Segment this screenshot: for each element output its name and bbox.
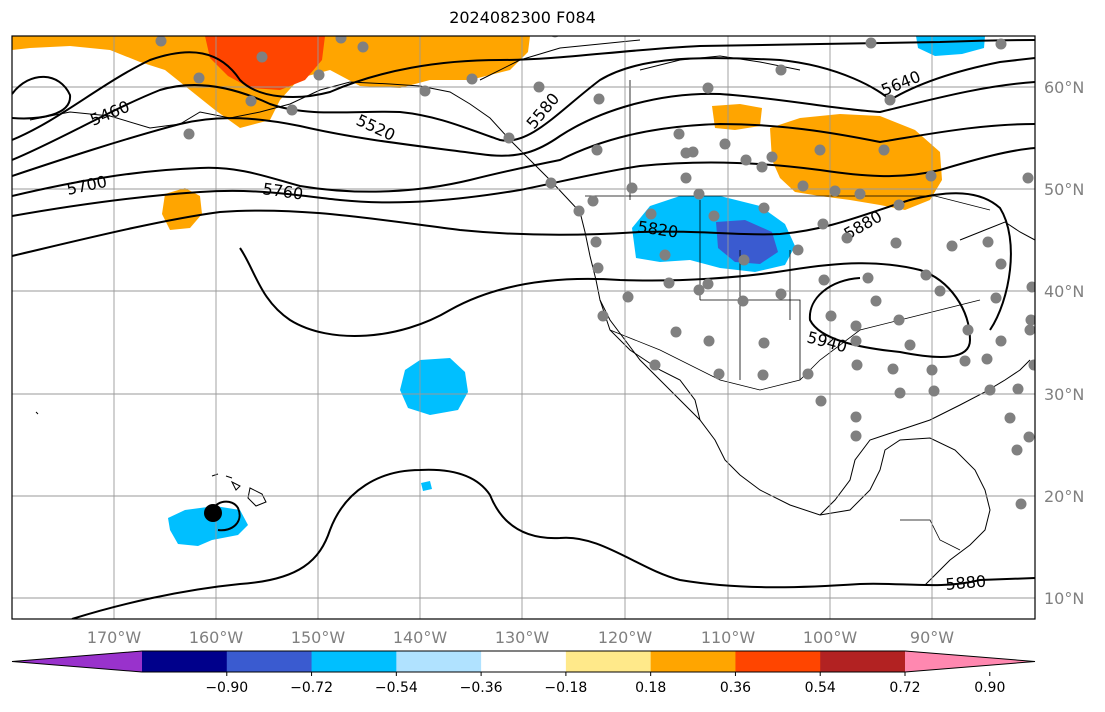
- colorbar-tick-label: 0.36: [720, 680, 751, 696]
- negative-anomaly-shading: [168, 36, 985, 546]
- colorbar-segment: [396, 651, 482, 672]
- contour-label-5880-south: 5880: [945, 572, 987, 594]
- colorbar-segment: [565, 651, 652, 672]
- lon-label: 150°W: [291, 628, 346, 647]
- colorbar-segment: [735, 651, 821, 672]
- colorbar-segment: [481, 651, 567, 672]
- colorbar-segment: [142, 651, 228, 672]
- lon-label: 160°W: [189, 628, 244, 647]
- lat-label: 10°N: [1044, 589, 1084, 608]
- height-contours: [12, 39, 1035, 619]
- map-border: [11, 35, 1036, 620]
- lat-label: 20°N: [1044, 487, 1084, 506]
- lon-label: 100°W: [803, 628, 858, 647]
- colorbar: −0.90 −0.72 −0.54 −0.36 −0.18 0.18 0.36 0.54 0.7…: [11, 650, 1036, 696]
- station-dots: [155, 36, 1035, 510]
- colorbar-tick-label: −0.18: [544, 680, 587, 696]
- hurricane-center-marker: [204, 504, 222, 522]
- coastlines: [29, 39, 1035, 586]
- colorbar-segment: [820, 651, 906, 672]
- lon-label: 140°W: [393, 628, 448, 647]
- lat-label: 30°N: [1044, 385, 1084, 404]
- latitude-axis: 60°N 50°N 40°N 30°N 20°N 10°N: [1044, 78, 1084, 608]
- colorbar-tick-label: 0.72: [889, 680, 920, 696]
- colorbar-extend-low: [12, 651, 142, 672]
- lat-label: 40°N: [1044, 282, 1084, 301]
- lon-label: 110°W: [701, 628, 756, 647]
- colorbar-segment: [650, 651, 736, 672]
- lon-label: 90°W: [910, 628, 954, 647]
- colorbar-tick-label: −0.36: [460, 680, 503, 696]
- map-title: 2024082300 F084: [449, 8, 596, 27]
- lat-label: 60°N: [1044, 78, 1084, 97]
- lon-label: 120°W: [598, 628, 653, 647]
- lon-label: 170°W: [87, 628, 142, 647]
- lat-label: 50°N: [1044, 180, 1084, 199]
- colorbar-tick-label: 0.54: [805, 680, 836, 696]
- colorbar-tick-label: 0.90: [974, 680, 1005, 696]
- colorbar-extend-high: [905, 651, 1035, 672]
- map-content: 5460 5520 5580 5640 5700 5760 5820 5880 …: [12, 36, 1035, 619]
- colorbar-tick-label: −0.54: [375, 680, 418, 696]
- longitude-axis: 170°W 160°W 150°W 140°W 130°W 120°W 110°…: [87, 628, 954, 647]
- colorbar-outline: [11, 650, 1036, 673]
- colorbar-tick-label: −0.90: [205, 680, 248, 696]
- lon-label: 130°W: [495, 628, 550, 647]
- colorbar-tick-label: 0.18: [635, 680, 666, 696]
- colorbar-segment: [311, 651, 397, 672]
- colorbar-tick-label: −0.72: [290, 680, 333, 696]
- colorbar-segment: [226, 651, 313, 672]
